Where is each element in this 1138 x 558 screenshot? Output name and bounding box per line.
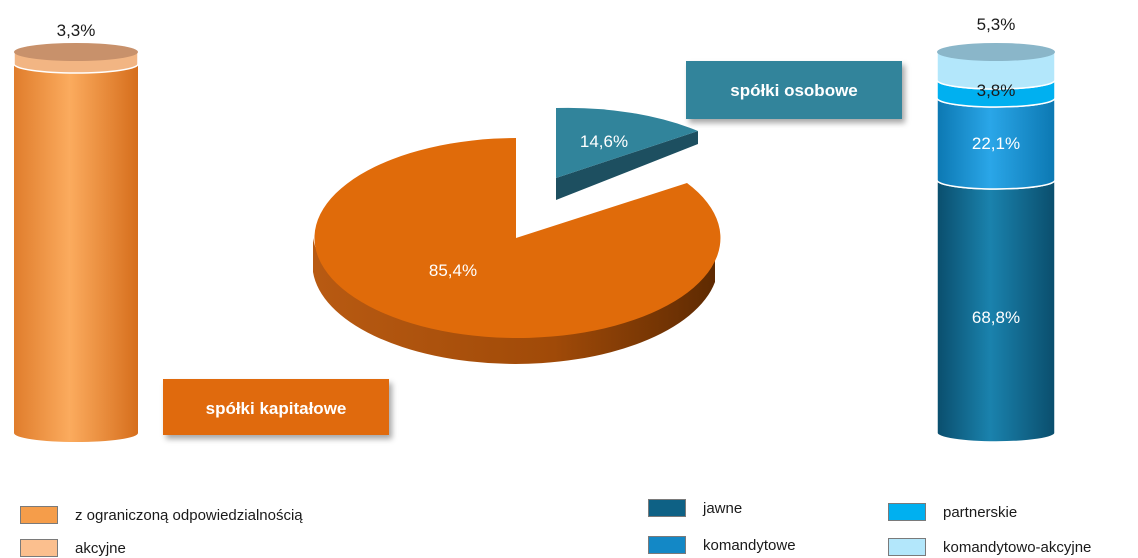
callout-capital-text: spółki kapitałowe	[206, 399, 347, 418]
legend-swatch-akcyjne	[20, 539, 58, 557]
legend-item-partnerskie: partnerskie	[888, 503, 1017, 521]
legend-label-akcyjne: akcyjne	[75, 539, 126, 557]
legend-label-komandytowo-akcyjne: komandytowo-akcyjne	[943, 538, 1092, 556]
right-cylinder: 68,8% 22,1% 3,8% 5,3%	[936, 15, 1056, 443]
callout-capital: spółki kapitałowe	[163, 379, 389, 435]
segment-z-oo	[14, 64, 138, 442]
callout-personal-text: spółki osobowe	[730, 81, 858, 100]
pie-slice-capital-side	[313, 238, 715, 364]
left-cylinder-top	[14, 43, 138, 61]
pie-slice-personal-side	[556, 131, 698, 200]
legend-label-komandytowe: komandytowe	[703, 536, 796, 554]
right-cylinder-top	[937, 43, 1055, 61]
label-akcyjne: 3,3%	[57, 21, 96, 40]
callout-personal: spółki osobowe	[686, 61, 902, 119]
legend-label-jawne: jawne	[703, 499, 743, 517]
legend-swatch-jawne	[648, 499, 686, 517]
legend-swatch-partnerskie	[888, 503, 926, 521]
legend-label-partnerskie: partnerskie	[943, 503, 1018, 521]
pie-label-capital: 85,4%	[429, 261, 477, 280]
pie-chart: 85,4% 14,6%	[313, 107, 721, 364]
pie-slice-capital	[314, 138, 721, 338]
label-partnerskie: 3,8%	[977, 81, 1016, 100]
legend-label-z-oo: z ograniczoną odpowiedzialnością	[75, 506, 303, 524]
label-komandytowe: 22,1%	[972, 134, 1020, 153]
legend-item-z-oo: z ograniczoną odpowiedzialnością	[20, 506, 303, 524]
legend-swatch-komandytowe	[648, 536, 686, 554]
label-komandytowo-akcyjne: 5,3%	[977, 15, 1016, 34]
legend-swatch-komandytowo-akcyjne	[888, 538, 926, 556]
legend-item-komandytowo-akcyjne: komandytowo-akcyjne	[888, 538, 1091, 556]
legend-item-jawne: jawne	[648, 499, 742, 517]
legend-item-komandytowe: komandytowe	[648, 536, 796, 554]
label-jawne: 68,8%	[972, 308, 1020, 327]
legend-item-akcyjne: akcyjne	[20, 539, 126, 557]
pie-label-personal: 14,6%	[580, 132, 628, 151]
legend-swatch-z-oo	[20, 506, 58, 524]
pie-slice-personal	[556, 107, 698, 178]
left-cylinder: 3,3%	[13, 21, 139, 442]
